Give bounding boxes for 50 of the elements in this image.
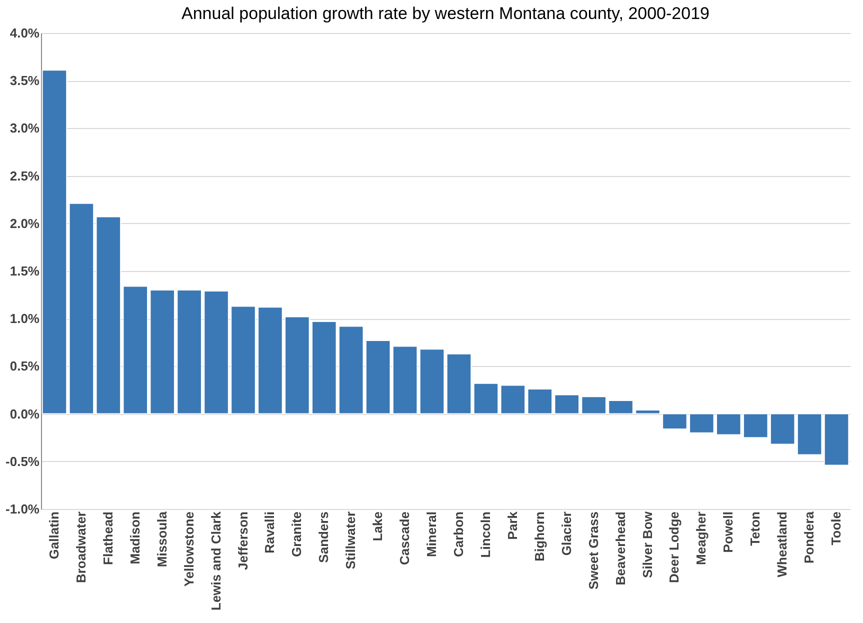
x-tick-label: Beaverhead xyxy=(612,511,628,586)
x-tick-label: Glacier xyxy=(558,512,574,556)
x-tick-label: Bighorn xyxy=(532,511,547,562)
x-tick-label: Deer Lodge xyxy=(666,512,682,584)
x-tick-label: Jefferson xyxy=(235,511,250,570)
x-tick-label: Mineral xyxy=(424,512,440,558)
x-tick-label: Wheatland xyxy=(774,511,790,578)
x-tick-label: Toole xyxy=(828,512,844,546)
x-tick-label: Flathead xyxy=(100,511,116,565)
x-tick-label: Cascade xyxy=(397,512,412,565)
x-tick-label: Pondera xyxy=(802,510,817,564)
y-tick-label: 0.5% xyxy=(10,358,40,374)
x-tick-label: Carbon xyxy=(450,511,466,557)
x-tick-label: Park xyxy=(504,510,520,540)
bar xyxy=(68,202,94,414)
x-tick-label: Sanders xyxy=(316,512,332,563)
x-tick-label: Silver Bow xyxy=(640,510,655,578)
x-tick-label: Gallatin xyxy=(46,511,62,560)
bar xyxy=(392,346,418,414)
bar xyxy=(796,413,822,456)
y-tick-label: 2.0% xyxy=(10,216,40,231)
y-tick-label: 0.0% xyxy=(10,406,40,422)
x-tick-label: Lake xyxy=(370,512,386,542)
x-tick-label: Meagher xyxy=(694,512,709,565)
x-tick-label: Ravalli xyxy=(262,512,278,554)
bar xyxy=(42,70,68,414)
bar xyxy=(473,382,499,414)
y-tick-label: 1.0% xyxy=(10,311,40,326)
y-tick-label: -0.5% xyxy=(6,454,40,469)
x-tick-label: Madison xyxy=(127,511,142,564)
bar xyxy=(446,353,472,414)
y-tick-label: 4.0% xyxy=(10,26,40,40)
x-tick-label: Lewis and Clark xyxy=(208,510,224,610)
x-tick-label: Broadwater xyxy=(73,512,88,584)
x-tick-label: Lincoln xyxy=(478,511,493,558)
y-tick-label: 3.5% xyxy=(10,73,40,88)
y-tick-label: 1.5% xyxy=(10,264,40,278)
x-tick-label: Missoula xyxy=(154,510,170,568)
x-tick-label: Powell xyxy=(720,512,736,553)
bar xyxy=(824,413,850,466)
x-tick-label: Yellowstone xyxy=(181,512,196,587)
y-tick-label: 2.5% xyxy=(10,168,40,184)
y-tick-label: 3.0% xyxy=(10,120,40,136)
x-tick-label: Granite xyxy=(289,512,304,558)
bar xyxy=(419,348,445,414)
x-tick-label: Teton xyxy=(748,511,763,546)
x-tick-label: Stillwater xyxy=(343,512,358,570)
chart-title: Annual population growth rate by western Montana county, 2000-2019 xyxy=(182,4,710,23)
x-tick-label: Sweet Grass xyxy=(586,512,601,590)
y-tick-label: -1.0% xyxy=(6,502,40,516)
